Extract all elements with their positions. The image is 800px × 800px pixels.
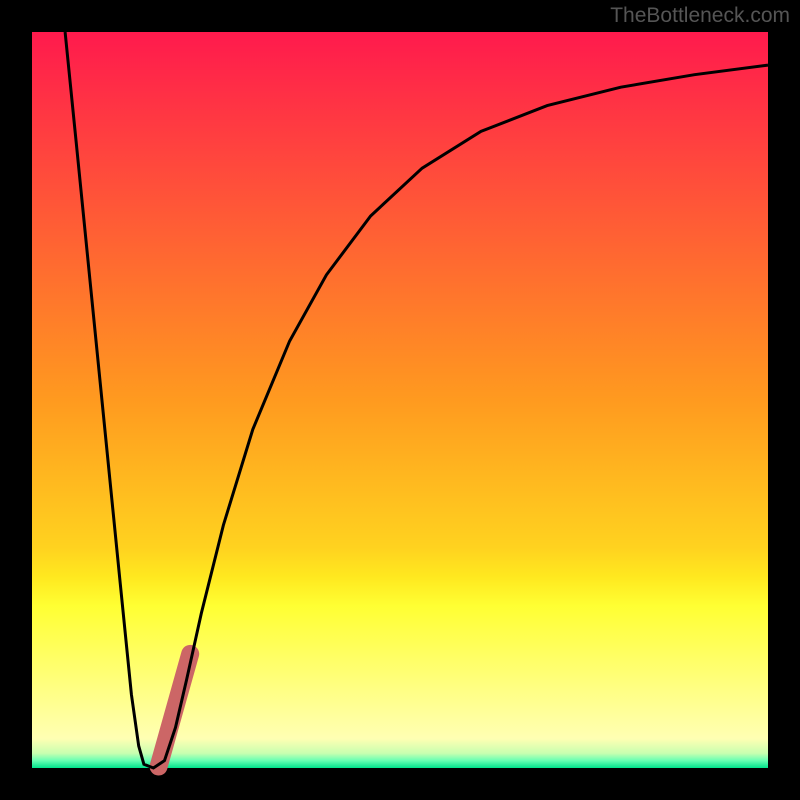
watermark-text: TheBottleneck.com bbox=[610, 4, 790, 28]
black-curve bbox=[65, 32, 768, 768]
chart-svg bbox=[0, 0, 800, 800]
highlight-segment bbox=[159, 654, 191, 767]
